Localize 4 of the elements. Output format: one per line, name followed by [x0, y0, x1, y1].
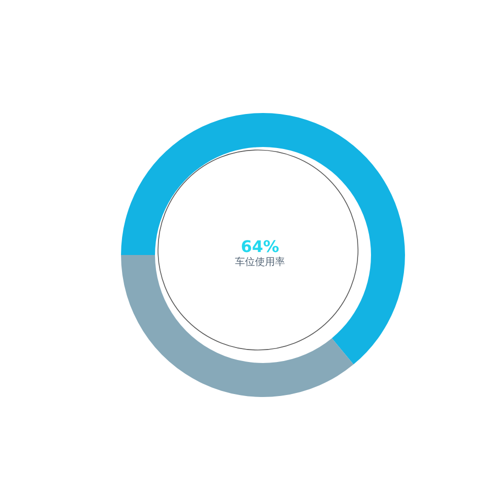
- donut-slice: [121, 113, 405, 364]
- data-label: 64%: [240, 237, 280, 256]
- slice-label: 车位使用率: [234, 256, 286, 270]
- donut-slice: [121, 255, 354, 397]
